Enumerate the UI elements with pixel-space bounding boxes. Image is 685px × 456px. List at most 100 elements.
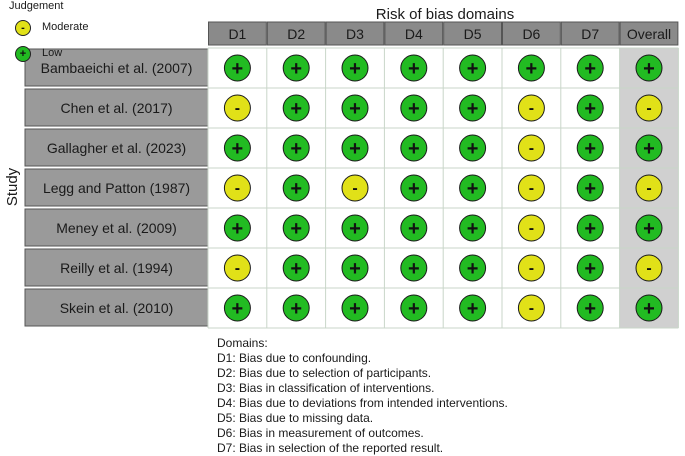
low-risk-marker: + [282,94,310,122]
study-label: Chen et al. (2017) [60,100,172,116]
rating-circle [635,294,663,322]
rating-circle [459,214,487,242]
rating-circle [635,174,663,202]
rating-symbol: + [232,138,244,160]
judgement-legend-title: Judgement [9,0,64,12]
rating-circle [282,214,310,242]
moderate-risk-marker: - [517,94,545,122]
domain-legend-item: D2: Bias due to selection of participant… [217,366,432,380]
domain-legend-item: D5: Bias due to missing data. [217,411,374,425]
rating-symbol: + [349,98,361,120]
moderate-symbol-icon: - [15,20,31,36]
rating-symbol: + [643,218,655,240]
low-risk-marker: + [576,134,604,162]
column-header-cell [502,21,561,46]
rating-symbol: + [643,298,655,320]
study-label-cell [24,288,209,327]
rating-circle [282,254,310,282]
rating-symbol: - [352,180,357,197]
moderate-risk-marker: - [517,294,545,322]
low-symbol-icon: + [15,46,31,62]
rating-symbol: - [529,180,534,197]
low-risk-marker: + [635,294,663,322]
chart-title: Risk of bias domains [376,6,514,23]
rating-circle [282,54,310,82]
low-risk-marker: + [223,54,251,82]
low-risk-marker: + [459,134,487,162]
domain-legend-item: D6: Bias in measurement of outcomes. [217,426,424,440]
rating-symbol: - [235,100,240,117]
rating-symbol: + [349,138,361,160]
rating-symbol: + [290,58,302,80]
study-label-cell [24,168,209,207]
rating-circle [635,214,663,242]
rating-circle [517,254,545,282]
rating-circle [400,254,428,282]
rating-circle [400,134,428,162]
domain-legend-item: D3: Bias in classification of interventi… [217,381,435,395]
rating-circle [341,214,369,242]
low-risk-marker: + [400,294,428,322]
rating-symbol: + [467,98,479,120]
rating-symbol: + [232,218,244,240]
rating-circle [635,134,663,162]
rating-circle [459,294,487,322]
rating-symbol: + [290,258,302,280]
rating-circle [459,254,487,282]
column-header-cell [208,21,267,46]
rating-circle [400,174,428,202]
column-header-d5: D5 [464,26,482,42]
rating-symbol: + [232,298,244,320]
rating-circle [635,54,663,82]
rating-symbol: + [290,218,302,240]
low-risk-marker: + [400,214,428,242]
low-risk-marker: + [282,134,310,162]
rating-grid: D1 D2 D3 D4 D5 D6 D7 Overall Bambaeichi et al. (… [24,21,679,329]
risk-of-bias-chart: Risk of bias domains Study D1 D2 D3 D4 D5 D6 D… [4,6,679,329]
rating-circle [459,54,487,82]
y-axis-label: Study [4,167,21,206]
low-risk-marker: + [282,254,310,282]
rating-symbol: + [584,98,596,120]
study-label-cell [24,208,209,247]
rating-circle [517,94,545,122]
rating-symbol: + [408,218,420,240]
rating-symbol: + [349,298,361,320]
study-label-cell [24,88,209,127]
column-header-d4: D4 [405,26,423,42]
low-risk-marker: + [223,214,251,242]
low-risk-marker: + [341,294,369,322]
rating-symbol: - [235,180,240,197]
low-risk-marker: + [282,214,310,242]
moderate-risk-marker: - [635,174,663,202]
rating-symbol: + [643,138,655,160]
rating-symbol: + [584,298,596,320]
study-label-cell [24,248,209,287]
moderate-risk-marker: - [223,94,251,122]
low-risk-marker: + [223,294,251,322]
moderate-risk-marker: - [635,254,663,282]
rating-symbol: - [529,100,534,117]
rating-circle [223,254,251,282]
rating-symbol: + [349,258,361,280]
column-header-d6: D6 [522,26,540,42]
low-risk-marker: + [576,94,604,122]
rating-symbol: + [584,258,596,280]
rating-circle [576,294,604,322]
column-header-overall: Overall [627,26,671,42]
rating-circle [282,174,310,202]
moderate-risk-marker: - [517,134,545,162]
column-header-cell [266,21,326,46]
rating-circle [341,294,369,322]
rating-circle [400,94,428,122]
rating-symbol: + [290,98,302,120]
domains-legend-title: Domains: [217,336,268,350]
rating-circle [400,294,428,322]
moderate-risk-marker: - [517,174,545,202]
rating-symbol: + [467,58,479,80]
low-risk-marker: + [459,254,487,282]
rating-circle [517,54,545,82]
low-risk-marker: + [341,94,369,122]
rating-symbol: + [467,138,479,160]
rating-symbol: - [646,100,651,117]
